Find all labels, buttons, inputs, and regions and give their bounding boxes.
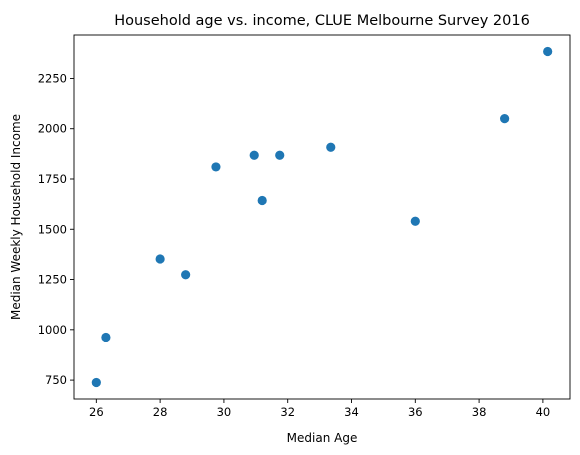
x-tick-label: 34 bbox=[344, 405, 359, 419]
x-tick-label: 28 bbox=[153, 405, 168, 419]
plot-frame bbox=[73, 34, 571, 400]
x-tick-label: 36 bbox=[408, 405, 423, 419]
data-point bbox=[275, 150, 285, 160]
data-points bbox=[91, 46, 553, 388]
x-axis: 26 28 30 32 34 36 38 40 bbox=[89, 399, 550, 419]
y-tick-label: 1750 bbox=[38, 172, 67, 186]
y-tick-label: 2000 bbox=[38, 122, 67, 136]
x-axis-label: Median Age bbox=[287, 431, 358, 445]
data-point bbox=[91, 377, 101, 388]
y-tick-label: 1250 bbox=[38, 273, 67, 287]
plot-area: 26 28 30 32 34 36 38 40 750 1000 1250 1500 1750 2000… bbox=[38, 34, 571, 419]
x-tick-label: 26 bbox=[89, 405, 104, 419]
data-point bbox=[181, 270, 191, 280]
x-tick-label: 40 bbox=[536, 405, 551, 419]
data-point bbox=[155, 254, 165, 264]
data-point bbox=[211, 162, 221, 172]
x-tick-label: 32 bbox=[280, 405, 295, 419]
y-tick-label: 750 bbox=[45, 373, 67, 387]
data-point bbox=[101, 332, 111, 343]
y-tick-label: 2250 bbox=[38, 71, 67, 85]
y-tick-label: 1500 bbox=[38, 222, 67, 236]
chart-title: Household age vs. income, CLUE Melbourne… bbox=[114, 13, 530, 29]
data-point bbox=[500, 114, 510, 124]
data-point bbox=[257, 195, 267, 206]
data-point bbox=[410, 216, 420, 226]
y-axis-label: Median Weekly Household Income bbox=[9, 114, 23, 320]
data-point bbox=[543, 46, 553, 57]
data-point bbox=[249, 150, 259, 160]
x-tick-label: 38 bbox=[472, 405, 487, 419]
y-axis: 750 1000 1250 1500 1750 2000 2250 bbox=[38, 71, 74, 387]
data-point bbox=[326, 142, 336, 152]
x-tick-label: 30 bbox=[217, 405, 232, 419]
y-tick-label: 1000 bbox=[38, 323, 67, 337]
